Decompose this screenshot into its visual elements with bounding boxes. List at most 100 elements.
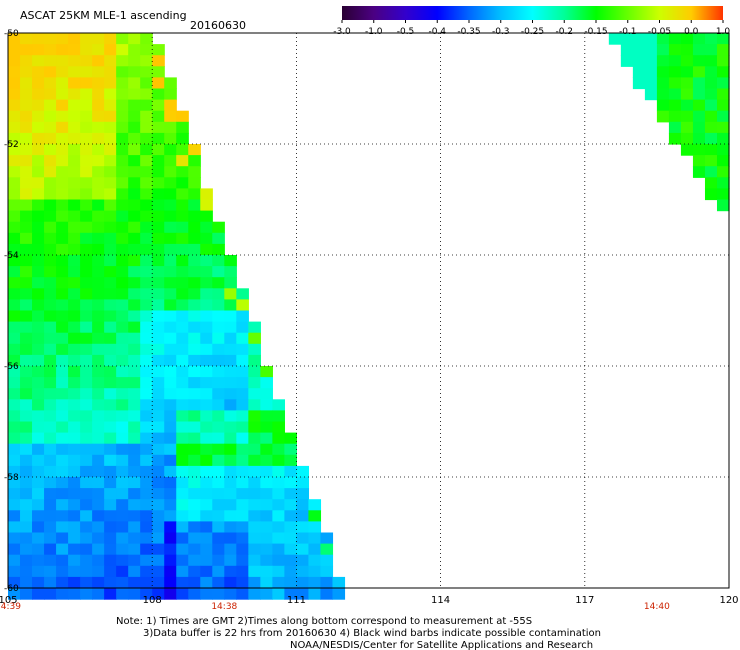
swath-cell xyxy=(248,521,261,534)
swath-cell xyxy=(56,454,69,467)
swath-cell xyxy=(200,199,213,212)
swath-cell xyxy=(92,465,105,478)
swath-cell xyxy=(128,88,141,101)
swath-cell xyxy=(68,132,81,145)
swath-cell xyxy=(140,321,153,334)
swath-cell xyxy=(296,588,310,600)
swath-cell xyxy=(8,454,21,467)
swath-cell xyxy=(140,44,153,56)
swath-cell xyxy=(56,321,69,334)
swath-cell xyxy=(20,110,33,123)
swath-data-layer xyxy=(8,33,730,600)
swath-cell xyxy=(716,66,730,78)
swath-cell xyxy=(260,565,273,578)
swath-cell xyxy=(188,221,201,234)
chart-date: 20160630 xyxy=(190,19,246,32)
swath-cell xyxy=(164,77,177,90)
swath-cell xyxy=(92,377,105,389)
swath-cell xyxy=(80,166,93,178)
swath-cell xyxy=(188,243,201,256)
swath-cell xyxy=(164,88,177,101)
swath-cell xyxy=(176,144,189,156)
swath-cell xyxy=(8,354,21,367)
swath-cell xyxy=(164,288,177,300)
swath-cell xyxy=(56,266,69,278)
swath-cell xyxy=(716,88,730,101)
swath-cell xyxy=(680,121,694,134)
swath-cell xyxy=(32,199,45,212)
swath-cell xyxy=(284,488,297,500)
swath-cell xyxy=(164,377,177,389)
swath-cell xyxy=(68,166,81,178)
swath-cell xyxy=(284,510,297,522)
y-tick-label: -50 xyxy=(4,29,19,39)
swath-cell xyxy=(140,443,153,456)
swath-cell xyxy=(80,132,93,145)
swath-cell xyxy=(200,288,213,300)
swath-cell xyxy=(92,399,105,411)
swath-cell xyxy=(104,199,117,212)
swath-cell xyxy=(92,177,105,189)
swath-cell xyxy=(68,144,81,156)
swath-cell xyxy=(32,399,45,411)
swath-cell xyxy=(32,299,45,312)
swath-cell xyxy=(704,155,718,167)
swath-cell xyxy=(80,177,93,189)
swath-cell xyxy=(284,554,297,567)
swath-cell xyxy=(68,576,81,589)
swath-cell xyxy=(92,366,105,378)
swath-cell xyxy=(68,477,81,489)
swath-cell xyxy=(632,33,646,45)
swath-cell xyxy=(20,210,33,223)
swath-cell xyxy=(200,232,213,245)
swath-cell xyxy=(668,33,682,45)
swath-cell xyxy=(260,410,273,423)
swath-cell xyxy=(188,354,201,367)
swath-cell xyxy=(68,277,81,289)
swath-cell xyxy=(296,499,310,511)
swath-cell xyxy=(44,354,57,367)
swath-cell xyxy=(200,510,213,522)
swath-cell xyxy=(704,88,718,101)
swath-cell xyxy=(704,144,718,156)
swath-cell xyxy=(128,377,141,389)
swath-cell xyxy=(104,510,117,522)
swath-cell xyxy=(104,354,117,367)
swath-cell xyxy=(704,55,718,67)
swath-cell xyxy=(116,155,129,167)
swath-cell xyxy=(308,521,322,534)
swath-cell xyxy=(224,266,237,278)
swath-cell xyxy=(260,532,273,545)
swath-cell xyxy=(20,243,33,256)
swath-cell xyxy=(716,44,730,56)
swath-cell xyxy=(164,310,177,323)
swath-cell xyxy=(704,188,718,201)
swath-cell xyxy=(8,266,21,278)
swath-cell xyxy=(32,277,45,289)
swath-cell xyxy=(116,454,129,467)
swath-cell xyxy=(236,354,249,367)
swath-cell xyxy=(104,66,117,78)
swath-cell xyxy=(716,144,730,156)
swath-cell xyxy=(128,77,141,90)
swath-cell xyxy=(692,33,706,45)
swath-cell xyxy=(248,366,261,378)
swath-cell xyxy=(44,255,57,267)
swath-cell xyxy=(620,55,634,67)
swath-cell xyxy=(164,166,177,178)
swath-cell xyxy=(152,88,165,101)
swath-cell xyxy=(56,132,69,145)
time-label: 14:39 xyxy=(0,602,21,612)
swath-cell xyxy=(140,510,153,522)
swath-cell xyxy=(284,443,297,456)
swath-cell xyxy=(20,266,33,278)
swath-cell xyxy=(20,288,33,300)
swath-cell xyxy=(116,277,129,289)
swath-cell xyxy=(176,277,189,289)
swath-cell xyxy=(164,177,177,189)
swath-cell xyxy=(164,388,177,400)
swath-cell xyxy=(152,421,165,434)
swath-cell xyxy=(176,510,189,522)
swath-cell xyxy=(200,321,213,334)
swath-cell xyxy=(632,44,646,56)
